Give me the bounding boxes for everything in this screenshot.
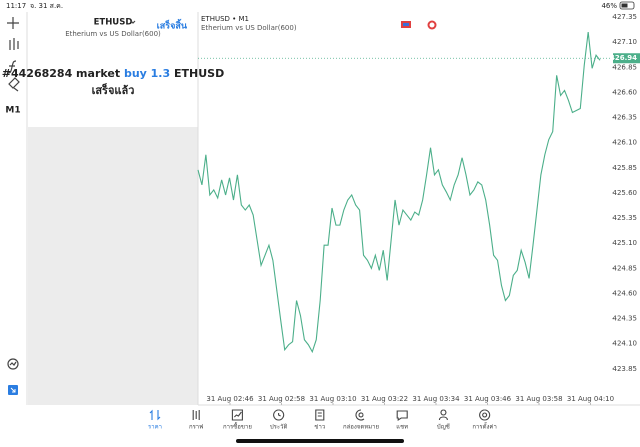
x-tick-label: 31 Aug 03:34 bbox=[412, 395, 460, 403]
tab-button[interactable]: แชท bbox=[396, 410, 408, 431]
x-tick-label: 31 Aug 03:58 bbox=[515, 395, 562, 403]
tab-label: การตั้งค่า bbox=[472, 421, 496, 431]
y-tick-label: 425.35 bbox=[613, 214, 638, 222]
status-date: จ. 31 ส.ค. bbox=[30, 2, 63, 10]
y-tick-label: 426.85 bbox=[613, 63, 638, 71]
tab-label: บัญชี bbox=[437, 423, 450, 431]
x-tick-label: 31 Aug 04:10 bbox=[567, 395, 614, 403]
indicators-button[interactable] bbox=[9, 38, 19, 50]
tab-button[interactable]: ข่าว bbox=[314, 409, 325, 431]
panel-empty-area bbox=[28, 127, 198, 405]
objects-button[interactable] bbox=[8, 77, 20, 92]
y-tick-label: 427.35 bbox=[613, 13, 638, 21]
timeframe-button[interactable]: M1 bbox=[5, 106, 20, 116]
panel-description: Etherium vs US Dollar(600) bbox=[65, 30, 161, 38]
price-line bbox=[197, 32, 601, 354]
battery-icon bbox=[619, 1, 635, 10]
tab-label: กล่องจดหมาย bbox=[343, 424, 379, 431]
tab-button[interactable]: ประวัติ bbox=[270, 409, 288, 431]
tab-label: ประวัติ bbox=[270, 424, 288, 431]
panel-symbol[interactable]: ETHUSD bbox=[94, 18, 133, 28]
order-text: #44268284 market bbox=[2, 67, 120, 80]
tab-icon bbox=[396, 410, 408, 422]
status-battery: 46% bbox=[601, 2, 617, 10]
tab-icon bbox=[192, 410, 200, 420]
tab-icon bbox=[315, 409, 325, 421]
chart-icon-flag[interactable] bbox=[427, 20, 437, 30]
tab-button[interactable]: การซื้อขาย bbox=[223, 409, 252, 431]
tab-label: การซื้อขาย bbox=[223, 421, 252, 431]
tab-label: แชท bbox=[396, 424, 408, 431]
y-tick-label: 426.35 bbox=[613, 114, 638, 122]
search-button[interactable] bbox=[7, 358, 19, 370]
chart-title: ETHUSD • M1 bbox=[201, 15, 249, 23]
x-tick-label: 31 Aug 02:46 bbox=[206, 395, 254, 403]
tab-icon bbox=[231, 409, 243, 421]
y-tick-label: 425.60 bbox=[613, 189, 638, 197]
function-button[interactable] bbox=[7, 60, 17, 74]
tab-icon bbox=[438, 409, 448, 421]
tab-button[interactable]: บัญชี bbox=[437, 409, 450, 431]
crosshair-button[interactable] bbox=[7, 17, 19, 29]
order-message: #44268284 market buy 1.3 ETHUSD bbox=[2, 67, 224, 80]
tab-icon bbox=[479, 409, 491, 421]
tab-button[interactable]: กราฟ bbox=[189, 410, 203, 431]
tab-icon bbox=[149, 409, 161, 421]
y-tick-label: 425.10 bbox=[613, 239, 638, 247]
trade-button[interactable] bbox=[8, 385, 18, 395]
current-price-label: 426.94 bbox=[610, 54, 637, 62]
home-indicator bbox=[236, 439, 404, 443]
order-action: buy 1.3 bbox=[124, 67, 170, 80]
y-tick-label: 426.10 bbox=[613, 139, 638, 147]
tab-icon bbox=[273, 409, 285, 421]
y-tick-label: 423.85 bbox=[613, 365, 638, 373]
x-tick-label: 31 Aug 03:10 bbox=[309, 395, 356, 403]
y-tick-label: 426.60 bbox=[613, 88, 638, 96]
tab-label: ข่าว bbox=[314, 424, 325, 431]
order-status: เสร็จแล้ว bbox=[92, 83, 135, 97]
y-tick-label: 427.10 bbox=[613, 38, 638, 46]
symbol-dropdown-icon bbox=[130, 20, 136, 24]
y-tick-label: 425.85 bbox=[613, 164, 638, 172]
y-tick-label: 424.60 bbox=[613, 289, 638, 297]
tab-icon bbox=[355, 409, 365, 421]
y-tick-label: 424.85 bbox=[613, 264, 638, 272]
current-price-box bbox=[613, 53, 640, 64]
tab-button[interactable]: การตั้งค่า bbox=[472, 409, 497, 431]
chart-subtitle: Etherium vs US Dollar(600) bbox=[201, 24, 297, 32]
chart-icon-flag[interactable] bbox=[401, 21, 411, 28]
y-tick-label: 424.10 bbox=[613, 340, 638, 348]
y-tick-label: 424.35 bbox=[613, 315, 638, 323]
order-symbol: ETHUSD bbox=[174, 67, 224, 80]
tab-button[interactable]: ราคา bbox=[148, 409, 162, 431]
battery-level bbox=[621, 3, 628, 8]
x-tick-label: 31 Aug 03:46 bbox=[464, 395, 512, 403]
x-tick-label: 31 Aug 03:22 bbox=[361, 395, 408, 403]
tab-button[interactable]: กล่องจดหมาย bbox=[343, 409, 379, 431]
done-button[interactable]: เสร็จสิ้น bbox=[157, 19, 188, 32]
status-time: 11:17 bbox=[6, 2, 26, 10]
tab-bar: ราคา กราฟ การซื้อขาย ประวัติ ข่าว กล่องจดหมาย… bbox=[148, 409, 497, 431]
tab-label: ราคา bbox=[148, 424, 162, 431]
tab-label: กราฟ bbox=[189, 424, 203, 431]
x-tick-label: 31 Aug 02:58 bbox=[258, 395, 305, 403]
